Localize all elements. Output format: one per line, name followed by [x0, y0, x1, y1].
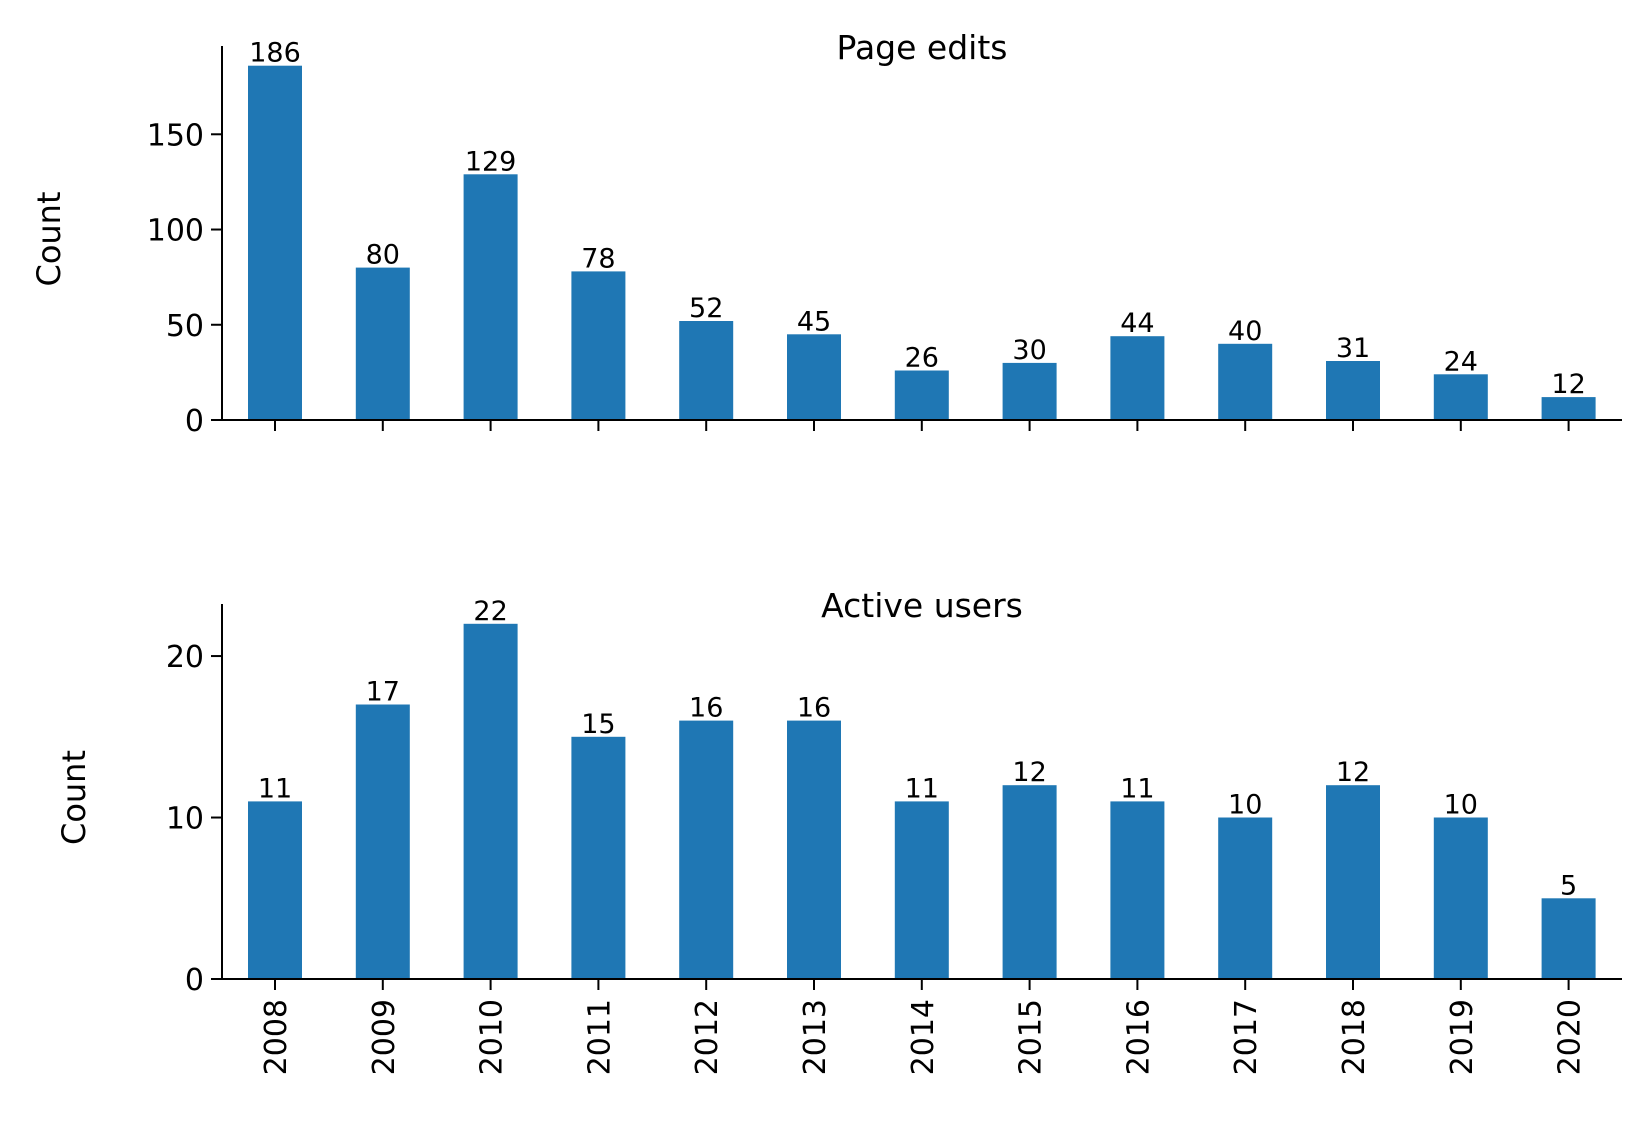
bar-2010	[463, 174, 518, 420]
bar-2019	[1433, 374, 1488, 420]
bar-2013	[787, 334, 841, 420]
y-tick-label: 0	[185, 963, 204, 998]
bar-2012	[679, 720, 734, 979]
x-tick-label: 2013	[798, 999, 833, 1075]
bar-value-label: 44	[1120, 308, 1154, 339]
bar-value-label: 52	[689, 293, 723, 324]
bar-value-label: 31	[1336, 333, 1370, 364]
bar-value-label: 5	[1560, 870, 1577, 901]
bar-2009	[355, 267, 410, 420]
bar-value-label: 12	[1012, 757, 1046, 788]
bar-value-label: 16	[689, 693, 723, 724]
bar-value-label: 22	[473, 596, 507, 627]
x-tick-label: 2009	[367, 999, 402, 1075]
bar-2012	[679, 321, 734, 420]
panel-title: Active users	[821, 586, 1023, 625]
bar-value-label: 24	[1444, 346, 1478, 377]
bar-2014	[894, 370, 949, 420]
x-tick-label: 2019	[1445, 999, 1480, 1075]
bar-2015	[1002, 785, 1057, 979]
x-tick-label: 2015	[1014, 999, 1049, 1075]
y-tick-label: 0	[185, 404, 204, 439]
y-tick-label: 10	[166, 802, 204, 837]
x-tick-label: 2017	[1229, 999, 1264, 1075]
bar-2016	[1110, 336, 1165, 420]
bar-value-label: 30	[1012, 335, 1046, 366]
bar-value-label: 12	[1336, 757, 1370, 788]
bar-2018	[1326, 361, 1380, 420]
x-tick-label: 2016	[1121, 999, 1156, 1075]
bar-2018	[1326, 785, 1380, 979]
bar-2020	[1541, 397, 1596, 420]
x-tick-label: 2018	[1337, 999, 1372, 1075]
x-tick-label: 2010	[475, 999, 510, 1075]
bar-2017	[1218, 343, 1273, 420]
x-tick-label: 2012	[690, 999, 725, 1075]
bar-value-label: 78	[581, 243, 615, 274]
bar-value-label: 45	[797, 306, 831, 337]
bar-value-label: 11	[258, 773, 292, 804]
bar-2008	[248, 65, 302, 420]
bar-value-label: 15	[581, 709, 615, 740]
bar-value-label: 17	[366, 677, 400, 708]
y-axis-label: Count	[30, 191, 68, 286]
panel-title: Page edits	[837, 28, 1008, 67]
y-axis-label: Count	[55, 750, 93, 845]
bar-2019	[1433, 817, 1488, 979]
y-tick-label: 20	[166, 640, 204, 675]
bar-2008	[248, 801, 302, 979]
bar-2015	[1002, 362, 1057, 420]
bar-2011	[571, 271, 626, 420]
bar-2017	[1218, 817, 1273, 979]
bar-value-label: 26	[905, 343, 939, 374]
bar-value-label: 186	[249, 38, 301, 69]
bar-2011	[571, 736, 626, 979]
bar-value-label: 11	[1120, 773, 1154, 804]
bar-2013	[787, 720, 841, 979]
y-tick-label: 150	[147, 118, 204, 153]
bar-value-label: 12	[1551, 369, 1585, 400]
bar-2009	[355, 704, 410, 979]
y-tick-label: 100	[147, 214, 204, 249]
x-tick-label: 2011	[582, 999, 617, 1075]
bar-value-label: 10	[1228, 790, 1262, 821]
y-tick-label: 50	[166, 309, 204, 344]
bar-2010	[463, 623, 518, 979]
bar-value-label: 129	[465, 146, 517, 177]
bar-value-label: 80	[366, 240, 400, 271]
bar-2014	[894, 801, 949, 979]
bar-value-label: 10	[1444, 790, 1478, 821]
bar-2016	[1110, 801, 1165, 979]
x-tick-label: 2008	[259, 999, 294, 1075]
bar-2020	[1541, 898, 1596, 979]
bar-value-label: 11	[905, 773, 939, 804]
bar-value-label: 40	[1228, 316, 1262, 347]
x-tick-label: 2020	[1553, 999, 1588, 1075]
bar-value-label: 16	[797, 693, 831, 724]
x-tick-label: 2014	[906, 999, 941, 1075]
